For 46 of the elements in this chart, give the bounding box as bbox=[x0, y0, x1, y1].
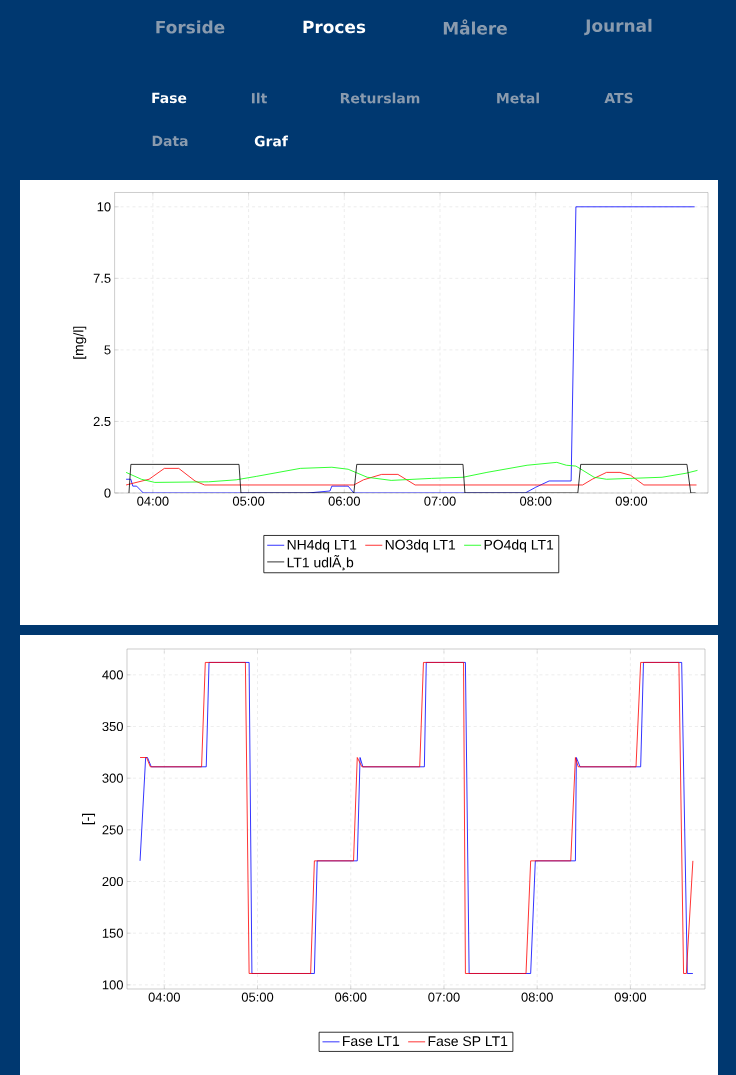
legend-label: NH4dq LT1 bbox=[287, 539, 357, 553]
y-tick-label: 2.5 bbox=[93, 416, 111, 427]
text: Journal bbox=[584, 18, 652, 36]
line-series bbox=[125, 467, 697, 486]
text: Ilt bbox=[251, 92, 267, 104]
text: Returslam bbox=[340, 92, 420, 104]
y-tick-label: 150 bbox=[102, 928, 123, 938]
y-tick-label: 200 bbox=[102, 876, 123, 887]
text: ATS bbox=[604, 92, 633, 104]
text: Forside bbox=[156, 20, 225, 34]
x-tick-label: 09:00 bbox=[614, 992, 647, 1002]
x-tick-label: 05:00 bbox=[241, 992, 274, 1002]
legend-label: PO4dq LT1 bbox=[484, 539, 554, 553]
x-tick-label: 06:00 bbox=[328, 496, 360, 506]
text: Metal bbox=[497, 92, 539, 104]
x-tick-label: 08:00 bbox=[520, 496, 552, 506]
y-axis-title: [-] bbox=[82, 813, 96, 825]
text: Målere bbox=[443, 19, 507, 35]
line-series bbox=[125, 461, 698, 483]
y-tick-label: 7.5 bbox=[93, 273, 111, 283]
text: Proces bbox=[303, 20, 366, 34]
y-tick-label: 350 bbox=[102, 721, 123, 732]
x-tick-label: 06:00 bbox=[335, 992, 367, 1002]
y-tick-label: 250 bbox=[102, 825, 123, 835]
line-series bbox=[139, 662, 694, 974]
text: Fase bbox=[152, 92, 187, 104]
y-axis-title: [mg/l] bbox=[73, 326, 87, 359]
x-tick-label: 08:00 bbox=[521, 992, 553, 1002]
y-tick-label: 10 bbox=[97, 202, 111, 212]
text: Data bbox=[152, 135, 188, 147]
legend-label: Fase LT1 bbox=[343, 1036, 400, 1047]
legend-label: NO3dq LT1 bbox=[385, 539, 456, 553]
legend-label: Fase SP LT1 bbox=[428, 1036, 508, 1047]
x-tick-label: 07:00 bbox=[424, 496, 456, 506]
x-tick-label: 04:00 bbox=[148, 992, 180, 1002]
x-tick-label: 05:00 bbox=[232, 496, 265, 506]
text: Graf bbox=[254, 135, 289, 147]
y-tick-label: 5 bbox=[104, 345, 111, 355]
x-tick-label: 09:00 bbox=[615, 496, 648, 506]
y-tick-label: 100 bbox=[102, 980, 123, 990]
x-tick-label: 04:00 bbox=[137, 496, 169, 506]
y-tick-label: 0 bbox=[104, 488, 111, 498]
y-tick-label: 300 bbox=[102, 773, 123, 783]
x-tick-label: 07:00 bbox=[428, 992, 460, 1002]
y-tick-label: 400 bbox=[102, 670, 123, 680]
legend-label: LT1 udlÃ¸b bbox=[287, 555, 354, 571]
